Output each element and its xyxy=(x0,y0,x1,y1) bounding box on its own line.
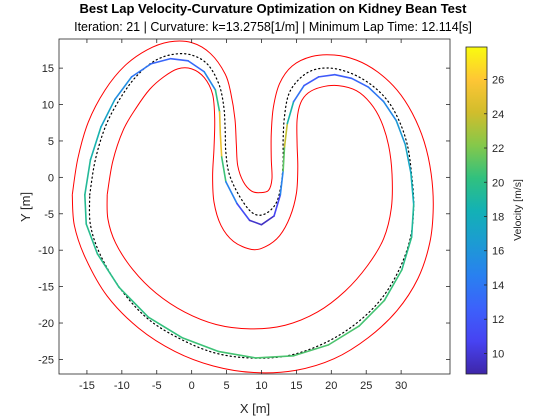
x-tick-label: -5 xyxy=(152,380,162,392)
racing-line-segment xyxy=(96,253,120,289)
racing-line-segment xyxy=(236,202,251,222)
colorbar-tick-label: 12 xyxy=(492,314,504,326)
racing-line-segment xyxy=(260,215,275,226)
racing-line-segment xyxy=(383,269,403,302)
track-inner-boundary xyxy=(106,67,393,330)
racing-line-segment xyxy=(410,172,415,206)
racing-line-segment xyxy=(404,143,412,174)
racing-line-segment xyxy=(382,100,398,122)
racing-line-segment xyxy=(255,354,295,359)
racing-line-segment xyxy=(114,76,133,101)
y-tick-label: -10 xyxy=(38,245,54,257)
colorbar-tick-label: 18 xyxy=(492,211,504,223)
colorbar xyxy=(465,46,488,375)
y-tick-label: -5 xyxy=(44,209,54,221)
racing-line-segment xyxy=(358,299,386,327)
y-tick-label: 10 xyxy=(42,100,54,112)
racing-line-segment xyxy=(279,170,284,196)
colorbar-label: Velocity [m/s] xyxy=(512,179,524,241)
colorbar-tick-label: 22 xyxy=(492,143,504,155)
racing-line-segment xyxy=(367,86,385,103)
racing-line-segment xyxy=(401,236,413,271)
racing-line-segment xyxy=(100,98,116,128)
x-tick-label: -10 xyxy=(114,380,130,392)
x-tick-label: 20 xyxy=(325,380,337,392)
racing-line-segment xyxy=(84,159,92,196)
x-tick-label: 15 xyxy=(290,380,302,392)
racing-line-segment xyxy=(187,60,206,73)
x-tick-label: -15 xyxy=(79,380,95,392)
racing-line-segment xyxy=(89,126,102,161)
racing-line-segment xyxy=(225,180,238,205)
racing-line-segment xyxy=(303,76,320,87)
racing-line-segment xyxy=(282,145,286,172)
racing-line-segment xyxy=(203,70,217,91)
colorbar-tick-label: 24 xyxy=(492,109,504,121)
racing-line-segment xyxy=(147,316,183,339)
colorbar-tick-label: 14 xyxy=(492,280,504,292)
racing-line-segment xyxy=(218,111,222,135)
racing-line xyxy=(84,57,415,359)
y-tick-label: -15 xyxy=(38,282,54,294)
racing-line-segment xyxy=(317,73,336,78)
y-axis-label: Y [m] xyxy=(18,192,33,222)
colorbar-tick-label: 10 xyxy=(492,348,504,360)
racing-line-segment xyxy=(220,156,227,183)
racing-line-segment xyxy=(130,62,152,78)
x-tick-label: 25 xyxy=(360,380,372,392)
y-tick-label: -20 xyxy=(38,318,54,330)
y-tick-label: 0 xyxy=(48,172,54,184)
colorbar-tick-label: 20 xyxy=(492,177,504,189)
plot-series xyxy=(71,40,434,374)
racing-line-segment xyxy=(395,119,407,146)
chart-title: Best Lap Velocity-Curvature Optimization… xyxy=(80,1,468,16)
racing-line-segment xyxy=(273,194,282,217)
racing-line-segment xyxy=(214,89,221,113)
racing-line-segment xyxy=(181,336,219,353)
racing-line-segment xyxy=(286,100,295,125)
racing-line-segment xyxy=(118,286,150,319)
plot-area xyxy=(59,39,450,374)
racing-line-segment xyxy=(283,122,289,148)
axes-box xyxy=(58,38,451,375)
chart-subtitle: Iteration: 21 | Curvature: k=13.2758[1/m… xyxy=(74,20,472,34)
racing-line-segment xyxy=(350,77,370,88)
y-tick-label: 15 xyxy=(42,63,54,75)
racing-line-segment xyxy=(333,73,353,80)
racing-line-segment xyxy=(217,350,257,359)
y-tick-label: 5 xyxy=(48,136,54,148)
racing-line-segment xyxy=(150,57,172,65)
x-tick-label: 0 xyxy=(189,380,195,392)
racing-line-segment xyxy=(248,219,263,226)
x-axis-label: X [m] xyxy=(240,401,270,416)
x-tick-label: 5 xyxy=(224,380,230,392)
y-axis-ticks: 15 10 5 0 -5 -10 -15 -20 -25 xyxy=(38,63,450,366)
x-tick-label: 10 xyxy=(255,380,267,392)
x-tick-label: 30 xyxy=(395,380,407,392)
racing-line-segment xyxy=(84,194,88,225)
racing-line-segment xyxy=(219,132,223,158)
track-outer-boundary xyxy=(71,40,434,374)
racing-line-segment xyxy=(327,325,361,346)
racing-line-segment xyxy=(292,84,305,103)
racing-line-segment xyxy=(292,344,330,357)
racing-line-segment xyxy=(85,223,99,255)
y-tick-label: -25 xyxy=(38,354,54,366)
racing-line-segment xyxy=(169,57,189,62)
colorbar-ticks: 10 12 14 16 18 20 22 24 26 xyxy=(484,75,504,360)
colorbar-tick-label: 16 xyxy=(492,246,504,258)
x-axis-ticks: -15 -10 -5 0 5 10 15 20 25 30 xyxy=(79,39,407,392)
racing-line-segment xyxy=(410,203,415,238)
colorbar-tick-label: 26 xyxy=(492,75,504,87)
